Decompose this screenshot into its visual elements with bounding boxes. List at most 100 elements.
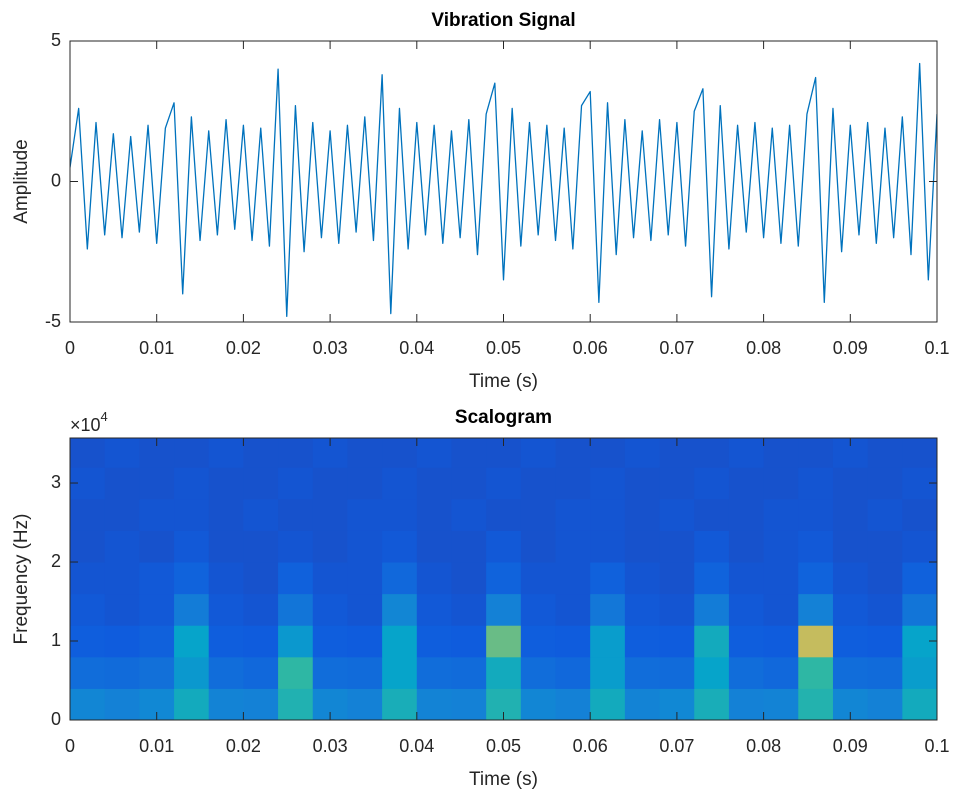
- heatmap-cell: [902, 438, 937, 468]
- heatmap-cell: [486, 562, 522, 595]
- heatmap-cell: [659, 562, 695, 595]
- heatmap-cell: [832, 562, 869, 595]
- heatmap-cell: [70, 562, 106, 595]
- heatmap-cell: [902, 593, 937, 626]
- heatmap-cell: [555, 438, 591, 468]
- x-tick-label: 0.04: [399, 736, 434, 756]
- heatmap-cell: [243, 656, 279, 689]
- heatmap-cell: [104, 562, 140, 595]
- heatmap-cell: [902, 688, 937, 720]
- chart-title: Vibration Signal: [431, 10, 575, 31]
- heatmap-cell: [798, 593, 834, 626]
- heatmap-cell: [451, 688, 487, 720]
- heatmap-cell: [902, 530, 937, 563]
- y-tick-label: 0: [51, 170, 61, 190]
- multiplier-power: 4: [101, 409, 108, 424]
- heatmap-cell: [763, 438, 799, 468]
- heatmap-cell: [174, 438, 210, 468]
- heatmap-cell: [208, 688, 244, 720]
- x-tick-label: 0.07: [659, 338, 694, 358]
- heatmap-cell: [520, 498, 557, 531]
- heatmap-cell: [694, 498, 730, 531]
- heatmap-cell: [312, 625, 348, 658]
- heatmap-cell: [555, 530, 591, 563]
- x-tick-label: 0.03: [313, 338, 348, 358]
- heatmap-cell: [70, 438, 106, 468]
- x-tick-label: 0: [65, 736, 75, 756]
- heatmap-cell: [832, 530, 869, 563]
- heatmap-cell: [382, 688, 418, 720]
- heatmap-cell: [486, 593, 522, 626]
- heatmap-cell: [728, 467, 765, 500]
- x-tick-label: 0.03: [313, 736, 348, 756]
- x-tick-label: 0.05: [486, 338, 521, 358]
- heatmap-cell: [70, 656, 106, 689]
- heatmap-cell: [832, 498, 869, 531]
- heatmap-cell: [624, 688, 661, 720]
- heatmap-cell: [763, 530, 799, 563]
- heatmap-cell: [208, 562, 244, 595]
- x-axis-label: Time (s): [469, 769, 538, 790]
- heatmap-cell: [208, 593, 244, 626]
- heatmap-cell: [867, 498, 903, 531]
- heatmap-cell: [590, 438, 626, 468]
- y-tick-label: -5: [45, 311, 61, 331]
- heatmap-cell: [590, 625, 626, 658]
- heatmap-cell: [867, 467, 903, 500]
- heatmap-cell: [416, 625, 452, 658]
- heatmap-cell: [312, 656, 348, 689]
- y-tick-label: 3: [51, 472, 61, 492]
- heatmap-cell: [278, 625, 314, 658]
- heatmap-cell: [312, 498, 348, 531]
- heatmap-cell: [208, 438, 244, 468]
- heatmap-cell: [139, 625, 175, 658]
- heatmap-cell: [694, 530, 730, 563]
- heatmap-cell: [486, 467, 522, 500]
- x-tick-label: 0.02: [226, 338, 261, 358]
- heatmap-cell: [70, 688, 106, 720]
- heatmap-cell: [139, 656, 175, 689]
- heatmap-cell: [312, 593, 348, 626]
- heatmap-cell: [416, 530, 452, 563]
- heatmap-cell: [555, 593, 591, 626]
- heatmap-cell: [416, 656, 452, 689]
- heatmap-cell: [763, 498, 799, 531]
- heatmap-cell: [867, 688, 903, 720]
- heatmap-cell: [416, 562, 452, 595]
- heatmap-cell: [347, 530, 383, 563]
- heatmap-cell: [243, 593, 279, 626]
- heatmap-cell: [382, 625, 418, 658]
- heatmap-cell: [416, 593, 452, 626]
- plot-area: [70, 438, 937, 720]
- heatmap-cell: [659, 530, 695, 563]
- heatmap-cell: [416, 467, 452, 500]
- heatmap-cell: [243, 625, 279, 658]
- heatmap-cell: [520, 656, 557, 689]
- heatmap-cell: [555, 498, 591, 531]
- heatmap-cell: [208, 530, 244, 563]
- heatmap-cell: [208, 498, 244, 531]
- heatmap-cell: [208, 656, 244, 689]
- heatmap-cell: [104, 530, 140, 563]
- heatmap-cell: [451, 467, 487, 500]
- subplot: 0 0.01 0.02 0.03 0.04 0.05 0.06 0.07 0.08 0.09 0.1…: [11, 407, 950, 790]
- heatmap-cell: [694, 593, 730, 626]
- heatmap-cell: [798, 688, 834, 720]
- heatmap-cell: [139, 498, 175, 531]
- heatmap-cell: [624, 656, 661, 689]
- heatmap-cell: [555, 562, 591, 595]
- heatmap-cell: [416, 438, 452, 468]
- heatmap-cell: [590, 656, 626, 689]
- heatmap-cell: [451, 498, 487, 531]
- heatmap-cell: [728, 625, 765, 658]
- heatmap-cell: [763, 625, 799, 658]
- heatmap-cell: [486, 498, 522, 531]
- heatmap-cell: [174, 593, 210, 626]
- heatmap-cell: [104, 688, 140, 720]
- heatmap-cell: [347, 562, 383, 595]
- heatmap-cell: [832, 467, 869, 500]
- heatmap-cell: [278, 530, 314, 563]
- heatmap-cell: [208, 467, 244, 500]
- heatmap-cell: [763, 593, 799, 626]
- heatmap-cell: [659, 656, 695, 689]
